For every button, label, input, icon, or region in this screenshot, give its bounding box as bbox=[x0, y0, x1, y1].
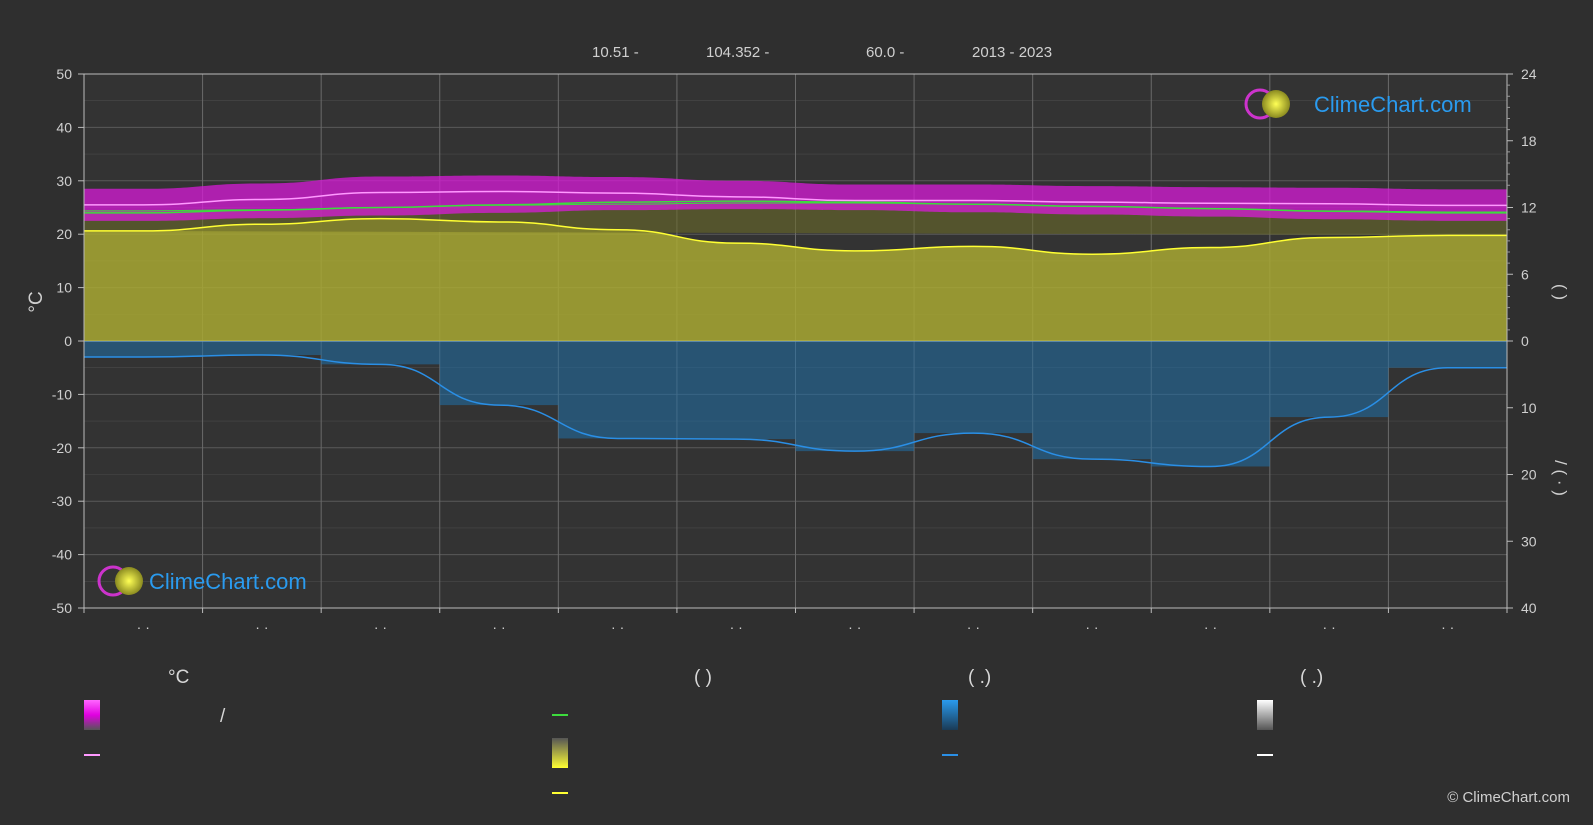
y-right-bottom-tick-label: 10 bbox=[1521, 400, 1537, 416]
precipitation-line bbox=[84, 354, 1508, 468]
x-tick-label: · · bbox=[255, 619, 268, 635]
axes: 50 40 30 20 10 0 -10 -20 -30 -40 -50 24 18 12 6 0 10 20 30… bbox=[52, 66, 1537, 635]
logo-bottom-text: ClimeChart.com bbox=[149, 569, 307, 594]
y-right-top-tick-label: 18 bbox=[1521, 133, 1537, 149]
logo-sun-icon bbox=[115, 567, 143, 595]
daylight-line bbox=[84, 202, 1507, 213]
legend-swatch bbox=[942, 700, 958, 730]
x-tick-label: · · bbox=[1085, 619, 1098, 635]
x-tick-label: · · bbox=[1441, 619, 1454, 635]
logo-bottom: ClimeChart.com bbox=[97, 565, 307, 597]
y-left-tick-label: -10 bbox=[52, 386, 72, 402]
series-marks bbox=[83, 175, 1508, 468]
precipitation-bar bbox=[558, 341, 677, 439]
y-left-tick-label: -20 bbox=[52, 440, 72, 456]
copyright: © ClimeChart.com bbox=[1447, 789, 1570, 806]
x-tick-label: · · bbox=[848, 619, 861, 635]
precipitation-bar bbox=[1151, 341, 1270, 467]
x-tick-label: · · bbox=[611, 619, 624, 635]
y-left-tick-label: 0 bbox=[64, 333, 72, 349]
y-right-top-tick-label: 12 bbox=[1521, 200, 1537, 216]
header-elev: 60.0 - bbox=[866, 44, 904, 61]
precipitation-bar bbox=[439, 341, 559, 406]
y-left-tick-label: -40 bbox=[52, 547, 72, 563]
y-right-top-tick-label: 0 bbox=[1521, 333, 1529, 349]
legend-header: °C bbox=[168, 667, 189, 688]
precipitation-bar bbox=[914, 341, 1033, 434]
x-tick-label: · · bbox=[374, 619, 387, 635]
sunshine-area bbox=[84, 218, 1507, 341]
avg-max-temp-line bbox=[84, 190, 1507, 207]
y-right-bottom-tick-label: 30 bbox=[1521, 533, 1537, 549]
x-tick-label: · · bbox=[1323, 619, 1336, 635]
legend: °C / ( ) ( .) ( .) bbox=[84, 667, 1323, 794]
y-left-tick-label: 30 bbox=[56, 173, 72, 189]
header-lat: 10.51 - bbox=[592, 44, 639, 61]
precipitation-bar bbox=[1032, 341, 1152, 460]
logo-top-text: ClimeChart.com bbox=[1314, 92, 1472, 117]
legend-label: / bbox=[220, 706, 226, 727]
y-right-top-tick-label: 6 bbox=[1521, 266, 1529, 282]
precipitation-bar bbox=[795, 341, 915, 452]
y-right-bottom-tick-label: 20 bbox=[1521, 467, 1537, 483]
precipitation-bar bbox=[321, 341, 440, 365]
legend-swatch bbox=[1257, 700, 1273, 730]
y-left-tick-label: 10 bbox=[56, 280, 72, 296]
y-right-top-tick-label: 24 bbox=[1521, 66, 1537, 82]
y-left-label: °C bbox=[26, 291, 47, 312]
logo-top: ClimeChart.com bbox=[1244, 88, 1472, 120]
y-left-tick-label: -30 bbox=[52, 493, 72, 509]
sunshine-line bbox=[83, 217, 1507, 255]
legend-header: ( ) bbox=[694, 667, 712, 688]
legend-header: ( .) bbox=[1300, 667, 1323, 688]
y-left-tick-label: 50 bbox=[56, 66, 72, 82]
header-years: 2013 - 2023 bbox=[972, 44, 1052, 61]
x-tick-label: · · bbox=[137, 619, 150, 635]
precipitation-bar bbox=[1388, 341, 1507, 368]
legend-swatch bbox=[84, 700, 100, 730]
header-lon: 104.352 - bbox=[706, 44, 769, 61]
precipitation-bar bbox=[676, 341, 796, 440]
logo-sun-icon bbox=[1262, 90, 1290, 118]
precipitation-bar bbox=[84, 341, 203, 358]
y-right-bottom-label: / ( · ) bbox=[1551, 460, 1570, 496]
y-left-tick-label: 40 bbox=[56, 119, 72, 135]
legend-header: ( .) bbox=[968, 667, 991, 688]
y-left-tick-label: -50 bbox=[52, 600, 72, 616]
x-tick-label: · · bbox=[967, 619, 980, 635]
y-left-tick-label: 20 bbox=[56, 226, 72, 242]
y-right-top-label: ( ) bbox=[1551, 284, 1570, 300]
x-tick-label: · · bbox=[492, 619, 505, 635]
x-tick-label: · · bbox=[1204, 619, 1217, 635]
precipitation-bar bbox=[1269, 341, 1389, 418]
precipitation-bar bbox=[202, 341, 322, 356]
y-right-bottom-tick-label: 40 bbox=[1521, 600, 1537, 616]
x-tick-label: · · bbox=[730, 619, 743, 635]
legend-swatch bbox=[552, 738, 568, 768]
